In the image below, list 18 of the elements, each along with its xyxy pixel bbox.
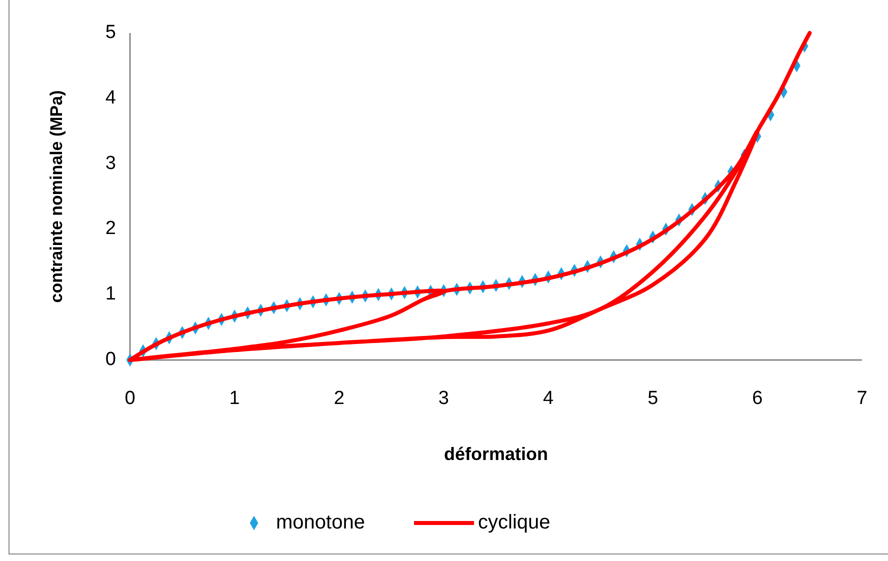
x-tick-label: 3 [438, 388, 450, 409]
y-tick-label: 2 [105, 218, 116, 240]
x-tick-label: 2 [334, 388, 344, 409]
x-tick-label: 5 [648, 388, 658, 409]
x-tick-label: 7 [856, 388, 868, 409]
legend-label: cyclique [478, 511, 550, 534]
y-tick-label: 4 [105, 87, 116, 108]
y-tick-label: 5 [105, 22, 116, 44]
y-tick-label: 1 [105, 284, 116, 305]
legend-label: monotone [276, 511, 365, 534]
x-tick-label: 0 [124, 388, 136, 409]
y-tick-label: 3 [105, 152, 116, 174]
y-tick-label: 0 [105, 349, 116, 370]
x-axis-title: déformation [444, 444, 548, 464]
x-tick-label: 6 [752, 388, 763, 409]
x-tick-label: 4 [542, 388, 554, 409]
y-axis-title: contrainte nominale (MPa) [47, 90, 66, 303]
x-tick-label: 1 [229, 388, 240, 409]
